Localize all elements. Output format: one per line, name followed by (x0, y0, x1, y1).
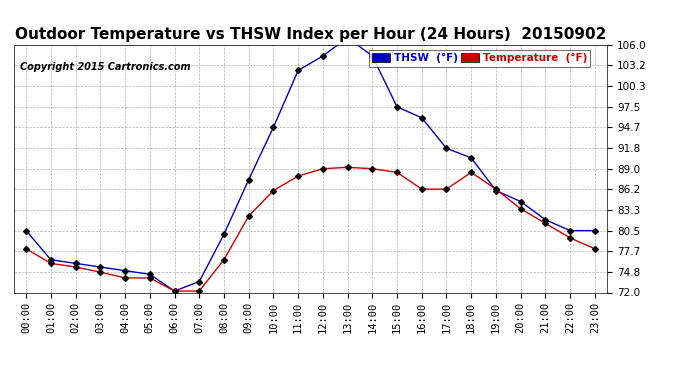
Legend: THSW  (°F), Temperature  (°F): THSW (°F), Temperature (°F) (368, 50, 590, 66)
Title: Outdoor Temperature vs THSW Index per Hour (24 Hours)  20150902: Outdoor Temperature vs THSW Index per Ho… (14, 27, 607, 42)
Text: Copyright 2015 Cartronics.com: Copyright 2015 Cartronics.com (20, 62, 190, 72)
